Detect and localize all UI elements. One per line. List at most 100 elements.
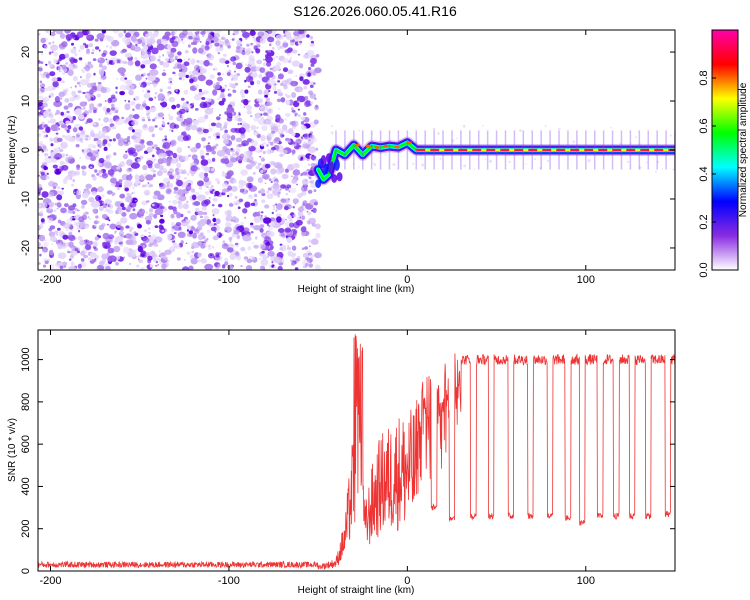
noise-speckle — [194, 64, 201, 72]
noise-speckle — [279, 149, 283, 153]
noise-speckle — [203, 165, 208, 170]
noise-speckle — [222, 264, 226, 269]
noise-speckle — [102, 201, 105, 204]
noise-speckle — [46, 172, 49, 175]
noise-speckle — [128, 263, 132, 265]
noise-speckle — [304, 246, 308, 250]
noise-speckle — [216, 180, 221, 185]
noise-speckle — [265, 97, 270, 102]
noise-speckle — [291, 132, 296, 137]
noise-speckle — [212, 197, 218, 202]
noise-speckle — [168, 115, 174, 121]
noise-speckle — [189, 254, 195, 259]
noise-speckle — [252, 36, 255, 39]
noise-speckle — [105, 45, 109, 48]
noise-speckle — [215, 132, 221, 137]
noise-speckle — [147, 116, 150, 119]
noise-speckle — [149, 69, 159, 76]
noise-speckle — [198, 60, 205, 65]
noise-speckle — [260, 169, 264, 174]
noise-speckle — [162, 121, 166, 126]
noise-speckle — [282, 67, 289, 73]
noise-speckle — [140, 144, 145, 149]
noise-speckle — [176, 162, 182, 169]
noise-speckle — [61, 41, 68, 48]
noise-speckle — [40, 37, 46, 44]
noise-speckle — [174, 194, 179, 199]
noise-speckle — [259, 116, 264, 120]
noise-speckle — [432, 127, 436, 131]
noise-speckle — [188, 105, 192, 108]
noise-speckle — [455, 137, 458, 140]
noise-speckle — [248, 55, 255, 62]
noise-speckle — [301, 215, 306, 221]
noise-speckle — [52, 164, 58, 169]
noise-speckle — [211, 204, 215, 207]
noise-speckle — [250, 43, 253, 45]
noise-speckle — [199, 197, 201, 200]
noise-speckle — [252, 241, 255, 245]
noise-speckle — [295, 36, 299, 40]
noise-speckle — [176, 103, 181, 108]
noise-speckle — [167, 260, 170, 263]
noise-speckle — [106, 223, 110, 226]
noise-speckle — [223, 139, 229, 145]
noise-speckle — [300, 226, 307, 233]
noise-speckle — [207, 244, 212, 248]
noise-speckle — [143, 100, 146, 103]
noise-speckle — [292, 50, 298, 54]
noise-speckle — [186, 251, 191, 255]
noise-speckle — [534, 158, 537, 161]
noise-speckle — [92, 241, 98, 247]
noise-speckle — [254, 103, 260, 108]
noise-speckle — [63, 265, 67, 268]
noise-speckle — [227, 264, 234, 270]
noise-speckle — [309, 180, 314, 184]
noise-speckle — [306, 210, 309, 213]
noise-speckle — [61, 64, 67, 70]
noise-speckle — [143, 189, 151, 196]
noise-speckle — [539, 167, 542, 170]
noise-speckle — [154, 208, 164, 216]
noise-speckle — [290, 42, 295, 46]
noise-speckle — [201, 97, 206, 100]
noise-speckle — [276, 98, 282, 103]
noise-speckle — [234, 242, 239, 246]
noise-speckle — [157, 263, 160, 266]
noise-speckle — [206, 229, 211, 233]
noise-speckle — [187, 44, 191, 48]
noise-speckle — [197, 74, 206, 82]
noise-speckle — [131, 235, 137, 241]
noise-speckle — [50, 143, 54, 147]
noise-speckle — [141, 184, 146, 188]
noise-speckle — [197, 116, 206, 123]
noise-speckle — [310, 43, 315, 47]
noise-speckle — [256, 80, 261, 85]
noise-speckle — [58, 58, 62, 62]
noise-speckle — [310, 101, 314, 105]
colorbar: 0.0 0.2 0.4 0.6 0.8 Normalized spectral ampl… — [698, 29, 749, 278]
noise-speckle — [131, 249, 135, 252]
noise-speckle — [48, 227, 53, 232]
noise-speckle — [262, 254, 268, 261]
noise-speckle — [215, 218, 221, 225]
noise-speckle — [129, 212, 138, 220]
noise-speckle — [289, 56, 292, 60]
spectrogram-x-tick-label: -200 — [39, 274, 61, 286]
spectrogram-y-tick-label: -10 — [20, 191, 32, 207]
noise-speckle — [64, 98, 70, 103]
noise-speckle — [172, 242, 177, 246]
noise-speckle — [82, 192, 89, 199]
noise-speckle — [161, 101, 168, 108]
noise-speckle — [302, 236, 305, 238]
noise-speckle — [299, 216, 302, 219]
noise-speckle — [225, 123, 227, 126]
noise-speckle — [55, 233, 59, 236]
noise-speckle — [58, 147, 61, 149]
noise-speckle — [187, 183, 192, 186]
noise-speckle — [90, 162, 93, 165]
noise-speckle — [242, 227, 250, 233]
noise-speckle — [305, 220, 309, 223]
noise-speckle — [133, 231, 137, 234]
noise-speckle — [67, 170, 77, 177]
